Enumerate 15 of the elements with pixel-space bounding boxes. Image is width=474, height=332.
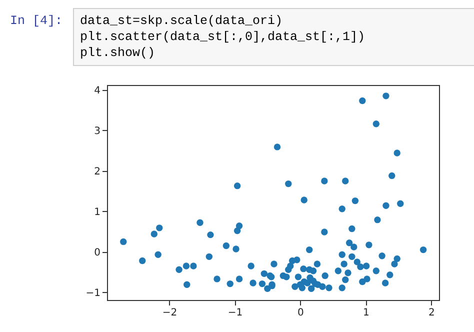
y-tick-label: 0 (94, 247, 100, 258)
y-tick-label: 2 (94, 166, 100, 178)
y-tick-label: 1 (94, 206, 100, 218)
text: plt.show() (80, 45, 156, 61)
text: data_st=skp.scale(data_ori) (80, 13, 284, 29)
x-tick-label: 2 (428, 308, 435, 318)
x-tick-label: 1 (362, 308, 370, 318)
text: In [4]: (10, 14, 63, 28)
y-tick-label: −1 (86, 288, 100, 299)
x-tick-label: −1 (228, 308, 243, 318)
x-tick-label: −2 (162, 308, 178, 318)
text: plt.scatter(data_st[:,0],data_st[:,1]) (80, 29, 366, 45)
y-tick-label: 4 (94, 85, 100, 96)
x-tick-label: 0 (297, 308, 304, 318)
y-tick-label: 3 (94, 126, 100, 137)
